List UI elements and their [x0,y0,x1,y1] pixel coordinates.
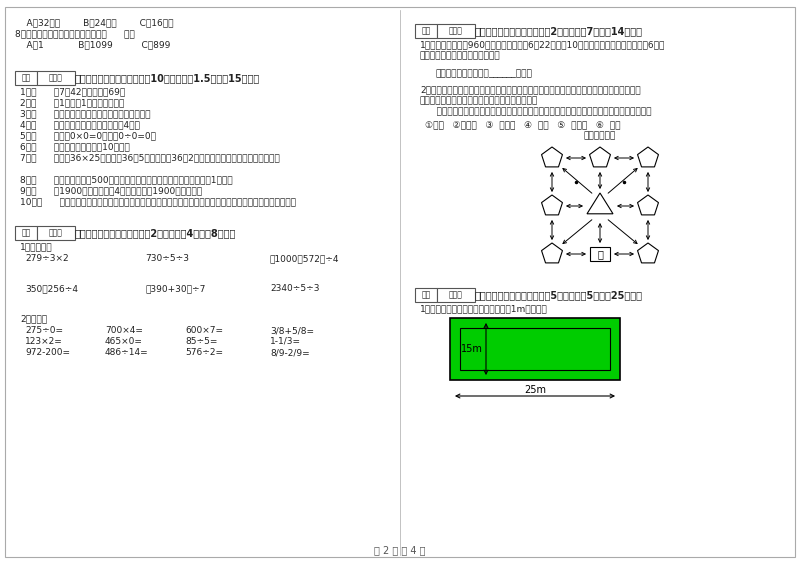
Text: 评卷人: 评卷人 [49,73,63,82]
Text: 得分: 得分 [22,73,30,82]
Text: 8/9-2/9=: 8/9-2/9= [270,348,310,357]
FancyBboxPatch shape [415,24,437,38]
Text: 评卷人: 评卷人 [49,228,63,237]
Polygon shape [638,147,658,167]
FancyBboxPatch shape [37,226,75,240]
Text: 1．（      ）7个42相加的和是69。: 1．（ ）7个42相加的和是69。 [20,87,126,96]
FancyBboxPatch shape [437,288,475,302]
Text: 2．口算：: 2．口算： [20,314,47,323]
Text: 达。这列火车每小时行多少千米？: 达。这列火车每小时行多少千米？ [420,51,501,60]
Text: 5．（      ）因为0×0=0，所以0÷0=0。: 5．（ ）因为0×0=0，所以0÷0=0。 [20,131,156,140]
Text: （390+30）÷7: （390+30）÷7 [145,284,206,293]
Bar [460,328,610,370]
Text: 465×0=: 465×0= [105,337,143,346]
Polygon shape [542,147,562,167]
Text: 279÷3×2: 279÷3×2 [25,254,69,263]
Text: 486÷14=: 486÷14= [105,348,149,357]
Text: 6．（      ）小明家客厅面积是10公顷。: 6．（ ）小明家客厅面积是10公顷。 [20,142,130,151]
Text: 得分: 得分 [422,27,430,36]
Text: 五、认真思考，综合能力（共2小题，每题7分，共14分）。: 五、认真思考，综合能力（共2小题，每题7分，共14分）。 [475,26,643,36]
Text: 2．（      ）1吨铁与1吨棉花一样重。: 2．（ ）1吨铁与1吨棉花一样重。 [20,98,124,107]
Text: ①狮山   ②熊猫馆   ③  飞禽馆   ④  猴园   ⑤  大象馆   ⑥  鱼馆: ①狮山 ②熊猫馆 ③ 飞禽馆 ④ 猴园 ⑤ 大象馆 ⑥ 鱼馆 [425,120,621,129]
Text: 123×2=: 123×2= [25,337,62,346]
Text: 85÷5=: 85÷5= [185,337,218,346]
Text: 576÷2=: 576÷2= [185,348,223,357]
Text: A．32厘米        B．24厘米        C．16厘米: A．32厘米 B．24厘米 C．16厘米 [15,18,174,27]
Text: 4．（      ）正方形的周长是它的边长的4倍。: 4．（ ）正方形的周长是它的边长的4倍。 [20,120,140,129]
Text: 动物园导游图: 动物园导游图 [584,131,616,140]
Text: 25m: 25m [524,385,546,395]
Text: 门: 门 [597,249,603,259]
FancyBboxPatch shape [15,226,37,240]
Text: 350－256÷4: 350－256÷4 [25,284,78,293]
Text: 1、在一块长方形的花坛四周，铺上宽1m的小路。: 1、在一块长方形的花坛四周，铺上宽1m的小路。 [420,304,548,313]
FancyBboxPatch shape [15,71,37,85]
Text: 馆和鱼馆的场地分别在动物园的东北角和西北角。: 馆和鱼馆的场地分别在动物园的东北角和西北角。 [420,96,538,105]
Polygon shape [587,193,613,214]
FancyBboxPatch shape [437,24,475,38]
Text: 六、活用知识，解决问题（共5小题，每题5分，共25分）。: 六、活用知识，解决问题（共5小题，每题5分，共25分）。 [475,290,643,300]
Text: 2、走进动物园大门，正北面是狮子山和熊猫馆，狮子山的东侧是飞禽馆，四侧是猴园，大象: 2、走进动物园大门，正北面是狮子山和熊猫馆，狮子山的东侧是飞禽馆，四侧是猴园，大… [420,85,641,94]
Text: （1000－572）÷4: （1000－572）÷4 [270,254,339,263]
Text: 1．脱式计算: 1．脱式计算 [20,242,53,251]
Text: 1-1/3=: 1-1/3= [270,337,301,346]
Text: 600×7=: 600×7= [185,326,223,335]
FancyBboxPatch shape [590,247,610,261]
Text: 根据小强的描述，请你把这些动物场馆所在的位置，在动物园的导游图上用序号表示出来。: 根据小强的描述，请你把这些动物场馆所在的位置，在动物园的导游图上用序号表示出来。 [425,107,651,116]
Text: A．1            B．1099          C．899: A．1 B．1099 C．899 [15,40,170,49]
Text: 1、甲乙两城铁路长960千米，一列客车于6月22日上午10时从甲城开往乙城，当日晚上6时到: 1、甲乙两城铁路长960千米，一列客车于6月22日上午10时从甲城开往乙城，当日… [420,40,666,49]
FancyBboxPatch shape [415,288,437,302]
Text: 三、仔细推敲，正确判断（共10小题，每题1.5分，共15分）。: 三、仔细推敲，正确判断（共10小题，每题1.5分，共15分）。 [75,73,260,83]
Text: 275÷0=: 275÷0= [25,326,63,335]
Text: 15m: 15m [461,344,483,354]
Text: 10．（      ）用同一条铁丝先围成一个最大的正方形，再围成一个最大的长方形，长方形和正方形的周长相等。: 10．（ ）用同一条铁丝先围成一个最大的正方形，再围成一个最大的长方形，长方形和… [20,197,296,206]
Text: 730÷5÷3: 730÷5÷3 [145,254,189,263]
Text: 8．最小三位数和最大三位数的和是（      ）。: 8．最小三位数和最大三位数的和是（ ）。 [15,29,134,38]
Text: 8．（      ）小明家离学校500米，他每天上学、回家，一个来回一共要走1千米。: 8．（ ）小明家离学校500米，他每天上学、回家，一个来回一共要走1千米。 [20,175,233,184]
Polygon shape [638,243,658,263]
Text: 四、看清题目，细心计算（共2小题，每题4分，共8分）。: 四、看清题目，细心计算（共2小题，每题4分，共8分）。 [75,228,236,238]
Text: 7．（      ）计算36×25时，先把36和5相乘，再把36和2相乘，最后把两次乘得的结果相加。: 7．（ ）计算36×25时，先把36和5相乘，再把36和2相乘，最后把两次乘得的… [20,153,280,162]
Text: 第 2 页 共 4 页: 第 2 页 共 4 页 [374,545,426,555]
Text: 3．（      ）长方形的周长就是它四条边长度的和。: 3．（ ）长方形的周长就是它四条边长度的和。 [20,109,150,118]
Polygon shape [542,243,562,263]
Polygon shape [638,195,658,215]
Text: 得分: 得分 [422,290,430,299]
Text: 3/8+5/8=: 3/8+5/8= [270,326,314,335]
Text: 得分: 得分 [22,228,30,237]
Text: 答：这列火车每小时行______千米。: 答：这列火车每小时行______千米。 [435,69,532,78]
Text: 评卷人: 评卷人 [449,290,463,299]
Text: 700×4=: 700×4= [105,326,143,335]
Text: 评卷人: 评卷人 [449,27,463,36]
Text: 972-200=: 972-200= [25,348,70,357]
Text: 2340÷5÷3: 2340÷5÷3 [270,284,319,293]
FancyBboxPatch shape [37,71,75,85]
Text: 9．（      ）1900年的年份数是4的倍数，所以1900年是闰年。: 9．（ ）1900年的年份数是4的倍数，所以1900年是闰年。 [20,186,202,195]
Polygon shape [542,195,562,215]
Bar [450,318,620,380]
Polygon shape [590,147,610,167]
